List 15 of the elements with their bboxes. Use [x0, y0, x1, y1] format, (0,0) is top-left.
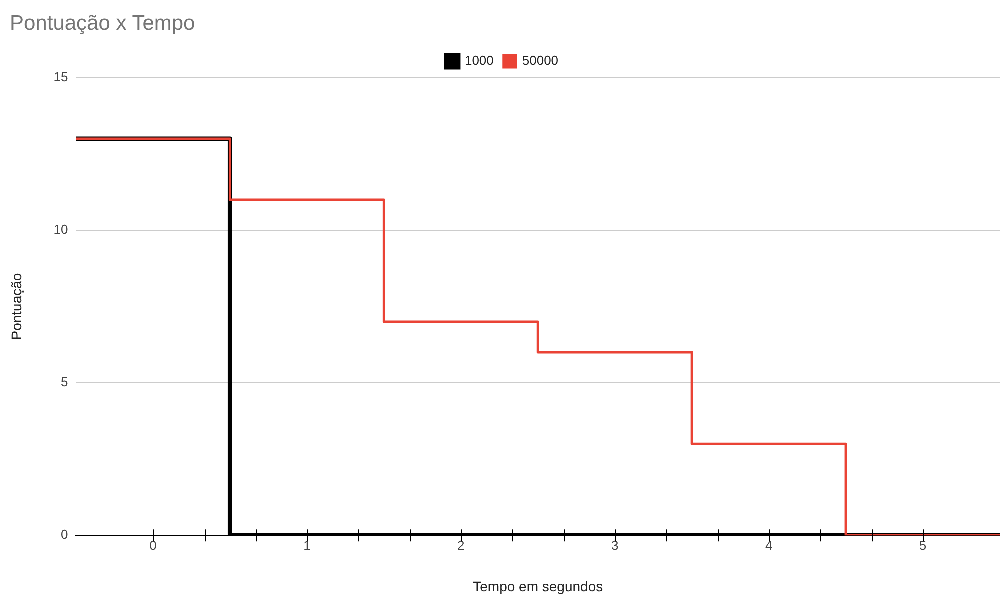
x-tick-label: 0: [150, 538, 157, 553]
y-tick-label: 5: [61, 374, 68, 390]
y-tick-label: 0: [61, 527, 68, 542]
x-tick-label: 1: [304, 538, 311, 553]
x-tick-label: 4: [765, 538, 773, 553]
y-tick-label: 10: [54, 222, 68, 238]
y-axis-title: Pontuação: [8, 273, 24, 340]
x-tick-label: 2: [458, 538, 465, 553]
legend-label: 50000: [522, 53, 559, 68]
y-tick-label: 15: [54, 70, 68, 85]
legend-label: 1000: [464, 53, 494, 68]
chart-title: Pontuação x Tempo: [10, 12, 196, 36]
x-tick-label: 5: [919, 538, 927, 553]
x-tick-label: 3: [611, 538, 619, 553]
x-axis-title: Tempo em segundos: [473, 578, 604, 594]
